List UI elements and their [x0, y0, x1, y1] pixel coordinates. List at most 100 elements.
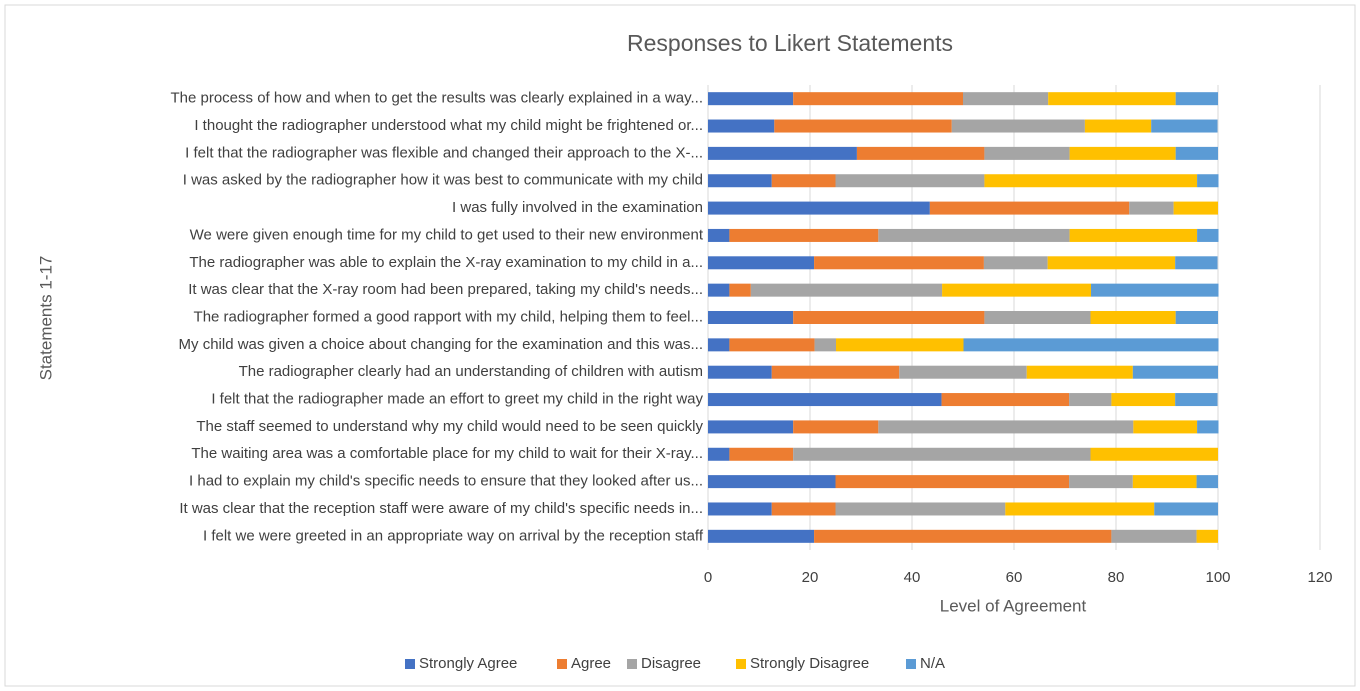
bar-segment: [1069, 228, 1198, 242]
bar-segment: [1111, 393, 1176, 407]
bar-segment: [793, 311, 985, 324]
x-tick-label: 80: [1108, 569, 1125, 586]
bar-segment: [984, 146, 1070, 160]
bar-segment: [1026, 365, 1133, 379]
bar-segment: [1084, 119, 1152, 133]
bar-segment: [1111, 529, 1197, 543]
bar-segment: [708, 92, 794, 106]
bar-segment: [984, 174, 1198, 188]
bar-segment: [951, 119, 1085, 133]
bar-segment: [1197, 228, 1219, 242]
bar-segment: [771, 174, 836, 188]
bar-segment: [708, 119, 775, 133]
y-tick-label: The radiographer clearly had an understa…: [239, 363, 703, 380]
bar-segment: [708, 174, 772, 188]
y-tick-label: I had to explain my child's specific nee…: [189, 473, 703, 490]
bar-segment: [1129, 201, 1174, 215]
bar-segment: [729, 447, 794, 461]
y-tick-label: It was clear that the X-ray room had bee…: [188, 281, 703, 298]
bar-segment: [963, 338, 1219, 352]
bar-segment: [1133, 420, 1198, 434]
bar-segment: [878, 228, 1070, 242]
bar-segment: [1091, 283, 1219, 297]
bar-segment: [1175, 311, 1218, 324]
y-tick-label: The staff seemed to understand why my ch…: [196, 418, 703, 435]
y-tick-label: The process of how and when to get the r…: [170, 90, 703, 107]
bar-segment: [729, 228, 879, 242]
x-tick-label: 120: [1307, 569, 1332, 586]
bar-segment: [793, 447, 1091, 461]
bar-segment: [1175, 92, 1218, 106]
bar-segment: [708, 228, 730, 242]
bar-segment: [836, 338, 964, 352]
y-tick-label: The radiographer formed a good rapport w…: [194, 308, 703, 325]
legend-label: Agree: [571, 655, 611, 672]
y-tick-label: I felt that the radiographer made an eff…: [211, 391, 703, 408]
y-tick-label: My child was given a choice about changi…: [179, 336, 703, 353]
bar-segment: [835, 502, 1006, 516]
legend-label: Strongly Disagree: [750, 655, 869, 672]
x-tick-label: 60: [1006, 569, 1023, 586]
y-tick-label: We were given enough time for my child t…: [190, 226, 704, 243]
bar-segment: [1196, 475, 1218, 489]
bar-segment: [1005, 502, 1155, 516]
bar-segment: [856, 146, 985, 160]
bar-segment: [729, 283, 751, 297]
bar-segment: [878, 420, 1134, 434]
bar-segment: [1175, 393, 1218, 407]
x-tick-label: 100: [1205, 569, 1230, 586]
bar-segment: [941, 393, 1070, 407]
legend-swatch: [906, 659, 916, 669]
legend-swatch: [627, 659, 637, 669]
legend-swatch: [557, 659, 567, 669]
bar-segment: [1090, 447, 1218, 461]
bar-segment: [1151, 119, 1218, 133]
bar-segment: [963, 92, 1049, 106]
bar-segment: [729, 338, 815, 352]
bar-segment: [835, 475, 1070, 489]
bar-segment: [708, 146, 857, 160]
x-tick-label: 20: [802, 569, 819, 586]
bar-segment: [814, 529, 1112, 543]
y-tick-label: I thought the radiographer understood wh…: [194, 117, 703, 134]
bar-segment: [1090, 311, 1176, 324]
y-tick-label: I felt that the radiographer was flexibl…: [185, 144, 703, 161]
bar-segment: [708, 447, 730, 461]
y-tick-label: The radiographer was able to explain the…: [189, 254, 703, 271]
bar-segment: [814, 338, 837, 352]
y-tick-label: I was fully involved in the examination: [452, 199, 703, 216]
bar-segment: [1069, 146, 1176, 160]
bar-segment: [1197, 420, 1219, 434]
bar-segment: [899, 365, 1027, 379]
x-tick-label: 0: [704, 569, 712, 586]
bar-segment: [1154, 502, 1218, 516]
bar-segment: [1047, 256, 1176, 270]
bar-segment: [750, 283, 943, 297]
bar-segment: [708, 529, 815, 543]
legend-label: N/A: [920, 655, 945, 672]
y-tick-label: It was clear that the reception staff we…: [179, 500, 703, 517]
bar-segment: [708, 256, 815, 270]
bar-segment: [1069, 393, 1112, 407]
bar-segment: [1175, 146, 1218, 160]
bar-segment: [708, 338, 730, 352]
bar-segment: [835, 174, 985, 188]
bar-segment: [771, 365, 900, 379]
legend-label: Disagree: [641, 655, 701, 672]
bar-segment: [1197, 174, 1219, 188]
legend-swatch: [736, 659, 746, 669]
bar-segment: [1132, 365, 1218, 379]
bar-segment: [814, 256, 984, 270]
bar-segment: [774, 119, 952, 133]
bar-segment: [1175, 256, 1218, 270]
bar-segment: [942, 283, 1092, 297]
bar-segment: [1173, 201, 1218, 215]
bar-segment: [771, 502, 836, 516]
bar-segment: [708, 201, 930, 215]
bar-segment: [708, 311, 794, 324]
y-tick-label: I was asked by the radiographer how it w…: [183, 172, 703, 189]
legend-label: Strongly Agree: [419, 655, 517, 672]
y-axis-title: Statements 1-17: [36, 256, 55, 381]
bar-segment: [983, 256, 1048, 270]
bar-segment: [1196, 529, 1218, 543]
